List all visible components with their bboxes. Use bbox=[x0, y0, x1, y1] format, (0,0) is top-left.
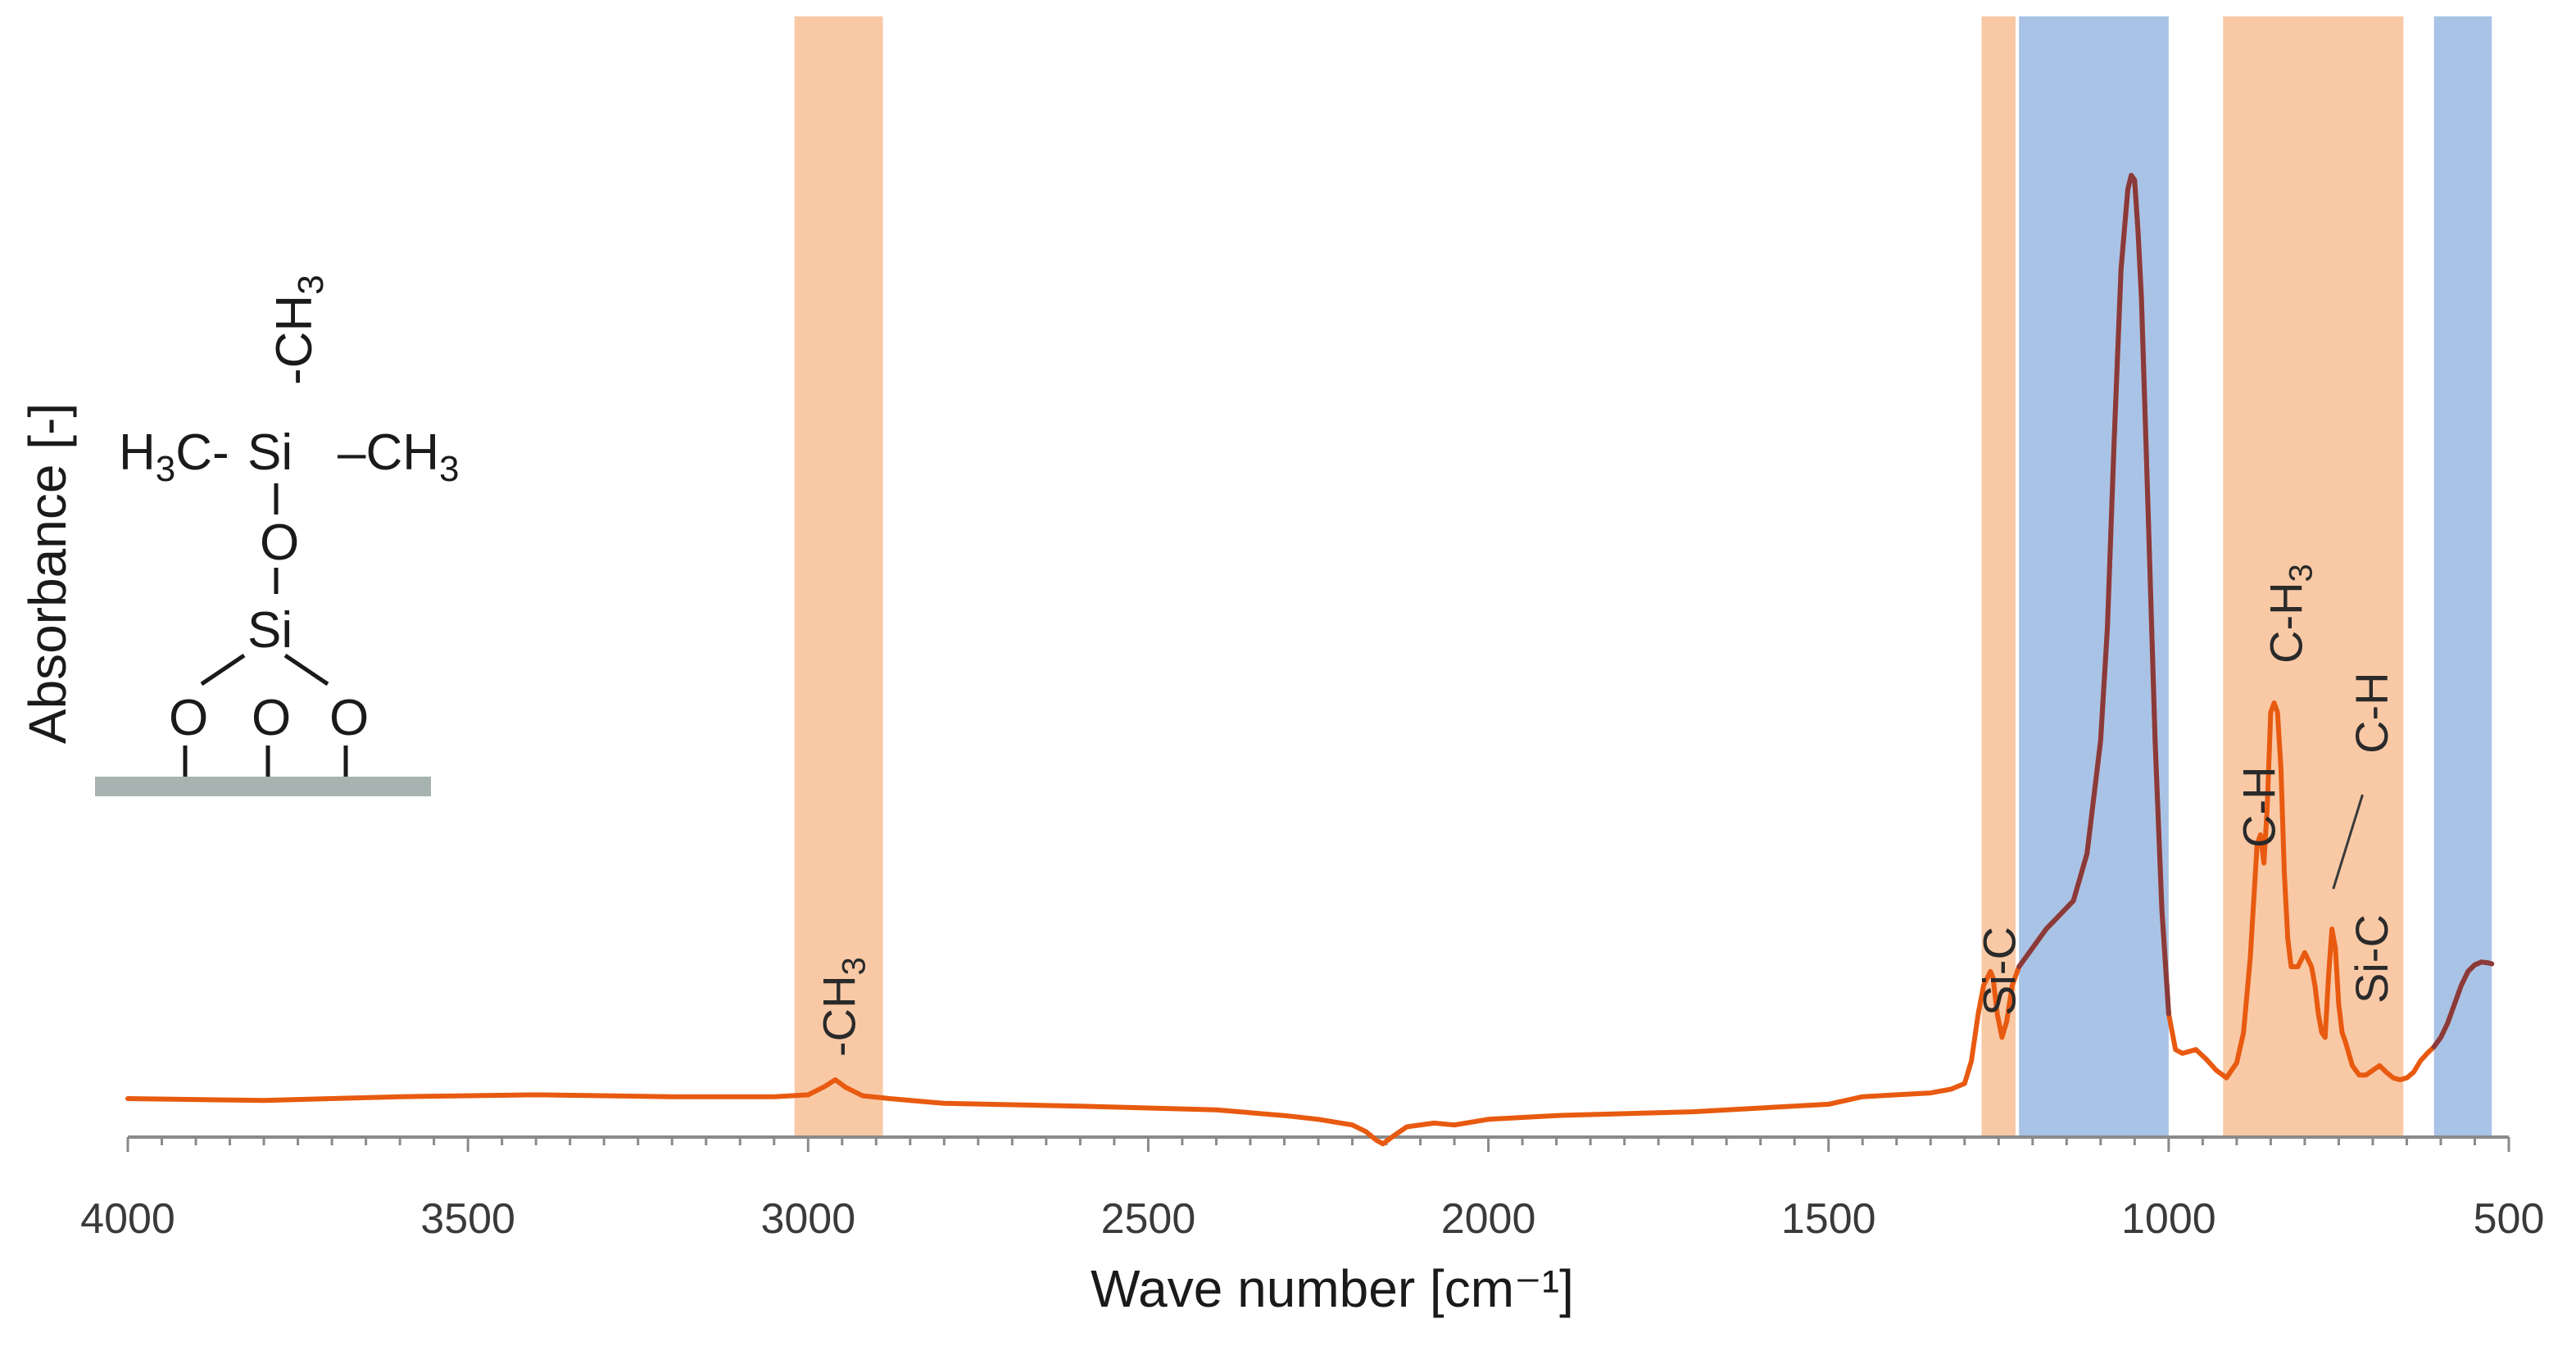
molecule-top-methyl: -CH3 bbox=[266, 274, 331, 385]
molecule-base-oxygen: O bbox=[329, 690, 369, 746]
x-axis: 4000 3500 3000 2500 2000 1500 1000 500 bbox=[80, 1135, 2545, 1243]
peak-label-c-h-right: C-H bbox=[2346, 672, 2397, 754]
substrate-surface bbox=[95, 777, 431, 796]
x-axis-title: Wave number [cm⁻¹] bbox=[1091, 1259, 1574, 1318]
annotation-leader-line bbox=[2332, 794, 2364, 890]
bond-si-o-left bbox=[200, 653, 246, 687]
bond-si-o-right bbox=[283, 653, 329, 687]
x-tick-label: 4000 bbox=[80, 1195, 175, 1243]
molecule-right-methyl: –CH3 bbox=[338, 424, 460, 489]
absorption-band-orange bbox=[1981, 16, 2016, 1137]
absorption-band-orange bbox=[794, 16, 883, 1137]
x-tick-label: 2500 bbox=[1101, 1195, 1196, 1243]
peak-label-c-h: C-H bbox=[2233, 766, 2284, 848]
molecule-left-methyl: H3C- bbox=[119, 424, 229, 489]
band-label-ch3: -CH3 bbox=[814, 957, 873, 1057]
molecule-lower-si-atom: Si bbox=[247, 602, 293, 659]
band-label-si-c: Si-C bbox=[1973, 927, 2025, 1016]
molecule-si-atom: Si bbox=[247, 424, 293, 481]
band-layer bbox=[794, 16, 2492, 1137]
spectrum-line-blue-band bbox=[2431, 959, 2495, 1049]
spectrum-layer bbox=[125, 173, 2495, 1147]
x-tick-label: 2000 bbox=[1441, 1195, 1536, 1243]
peak-label-c-h3: C-H3 bbox=[2261, 564, 2320, 664]
molecule-base-oxygen: O bbox=[252, 690, 291, 746]
peak-annotations: -CH3 Si-C C-H C-H3 C-H Si-C bbox=[814, 564, 2397, 1057]
peak-label-si-c-right: Si-C bbox=[2346, 914, 2397, 1004]
x-tick-label: 3000 bbox=[760, 1195, 855, 1243]
x-tick-label: 1500 bbox=[1781, 1195, 1876, 1243]
x-tick-label: 3500 bbox=[420, 1195, 515, 1243]
absorption-band-blue bbox=[2433, 16, 2492, 1137]
x-tick-label: 500 bbox=[2474, 1195, 2545, 1243]
spectrum-line-blue-band bbox=[2016, 173, 2171, 1017]
molecule-base-oxygen: O bbox=[169, 690, 208, 746]
molecule-bridge-oxygen: O bbox=[260, 514, 299, 571]
molecule-diagram: -CH3 H3C- Si –CH3 O Si O O O bbox=[95, 274, 460, 796]
y-axis-title: Absorbance [-] bbox=[18, 403, 77, 744]
absorption-band-blue bbox=[2019, 16, 2169, 1137]
x-tick-label: 1000 bbox=[2121, 1195, 2216, 1243]
